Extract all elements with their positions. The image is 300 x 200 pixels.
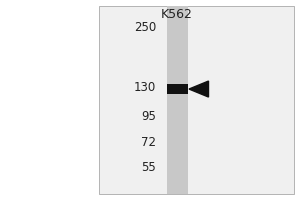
Polygon shape xyxy=(189,81,208,97)
Text: 250: 250 xyxy=(134,21,156,34)
Text: 55: 55 xyxy=(141,161,156,174)
Text: K562: K562 xyxy=(161,8,193,21)
Bar xyxy=(167,84,188,94)
Text: 130: 130 xyxy=(134,81,156,94)
Bar xyxy=(167,6,188,194)
Text: 95: 95 xyxy=(141,110,156,123)
Text: 72: 72 xyxy=(141,136,156,149)
Bar xyxy=(99,6,294,194)
